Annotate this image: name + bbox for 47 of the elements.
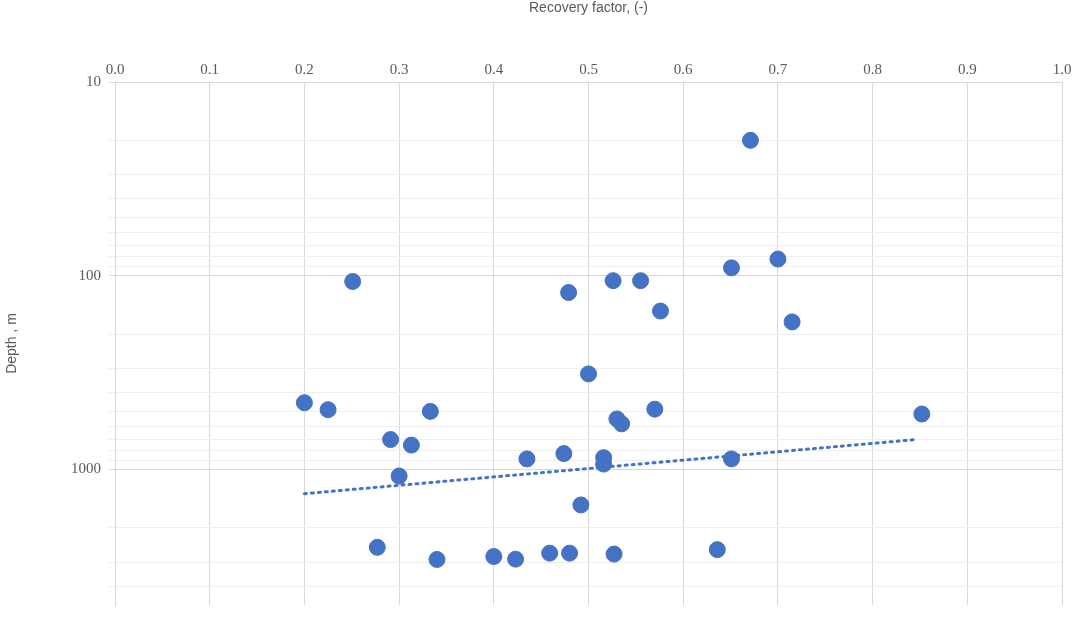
- y-tick-label: 100: [78, 266, 101, 283]
- x-tick-label: 0.6: [673, 60, 694, 77]
- x-tick-label: 0.4: [484, 60, 504, 77]
- point: [485, 548, 503, 565]
- point: [421, 402, 439, 420]
- x-tick-label: 1.0: [1052, 60, 1072, 77]
- point: [913, 405, 931, 423]
- point: [555, 445, 573, 463]
- point: [723, 450, 740, 468]
- x-tick-label: 0.1: [200, 60, 220, 77]
- point: [507, 550, 525, 568]
- point: [651, 302, 669, 320]
- x-tick-label: 0.7: [768, 60, 788, 77]
- point: [560, 284, 578, 302]
- y-axis-title: Depth , m: [3, 313, 20, 374]
- point: [605, 545, 623, 563]
- point: [295, 394, 313, 412]
- point: [604, 272, 622, 290]
- point: [723, 259, 740, 277]
- point: [561, 544, 579, 562]
- x-tick-label: 0.9: [957, 60, 977, 77]
- point: [646, 400, 664, 418]
- point: [541, 544, 559, 562]
- point: [390, 467, 408, 485]
- point: [769, 250, 787, 268]
- x-tick-label: 0.5: [579, 60, 598, 77]
- x-axis-title: Recovery factor, (-): [528, 0, 649, 16]
- point: [344, 272, 362, 290]
- x-tick-label: 0.0: [105, 60, 125, 77]
- point: [319, 401, 337, 419]
- point: [518, 450, 536, 468]
- point: [368, 538, 386, 556]
- point: [428, 550, 446, 568]
- point: [708, 541, 726, 559]
- x-tick-label: 0.2: [295, 60, 314, 77]
- point: [632, 272, 650, 290]
- point: [783, 313, 801, 331]
- y-tick-label: 10: [86, 72, 101, 89]
- point: [741, 131, 759, 149]
- point: [382, 431, 400, 449]
- x-tick-label: 0.3: [389, 60, 409, 77]
- y-tick-label: 1000: [71, 460, 101, 477]
- point: [613, 415, 631, 433]
- point: [572, 496, 590, 514]
- point: [402, 436, 420, 454]
- x-tick-label: 0.8: [863, 60, 882, 77]
- point: [580, 365, 597, 383]
